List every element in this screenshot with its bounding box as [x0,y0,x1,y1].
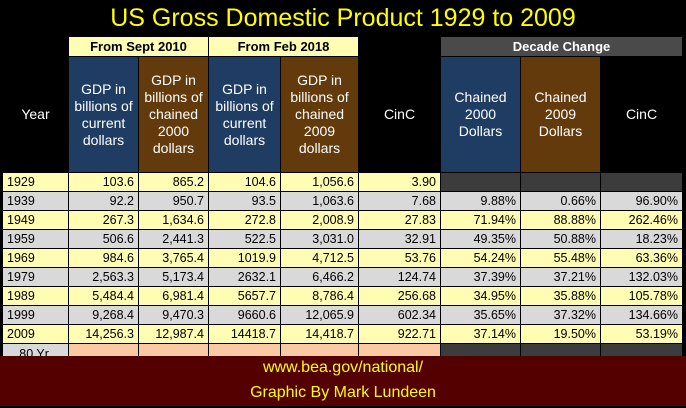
group-feb-2018: From Feb 2018 [208,36,359,57]
header-chained-2000-dollars: Chained 2000 Dollars [440,56,521,173]
header-cinc-change: CinC [600,56,683,173]
table-row: 1929 103.6 865.2 104.6 1,056.6 3.90 [2,172,683,192]
table-row: 1979 2,563.3 5,173.4 2632.1 6,466.2 124.… [2,267,683,287]
header-gdp-chained-2000: GDP in billions of chained 2000 dollars [138,56,209,173]
source-footer: www.bea.gov/national/ [0,356,686,380]
credit-footer: Graphic By Mark Lundeen [0,380,686,406]
table-row: 1939 92.2 950.7 93.5 1,063.6 7.68 9.88% … [2,191,683,211]
group-header-row: From Sept 2010 From Feb 2018 Decade Chan… [2,36,683,57]
page-title: US Gross Domestic Product 1929 to 2009 [110,4,576,32]
gdp-table: From Sept 2010 From Feb 2018 Decade Chan… [2,36,683,381]
table-row: 1989 5,484.4 6,981.4 5657.7 8,786.4 256.… [2,286,683,306]
table-row: 1949 267.3 1,634.6 272.8 2,008.9 27.83 7… [2,210,683,230]
header-cinc: CinC [358,56,441,173]
table-row: 1969 984.6 3,765.4 1019.9 4,712.5 53.76 … [2,248,683,268]
table-row: 2009 14,256.3 12,987.4 14418.7 14,418.7 … [2,324,683,344]
group-sept-2010: From Sept 2010 [68,36,209,57]
table-row: 1999 9,268.4 9,470.3 9660.6 12,065.9 602… [2,305,683,325]
header-gdp-current-2010: GDP in billions of current dollars [68,56,139,173]
column-header-row: Year GDP in billions of current dollars … [2,56,683,173]
header-year: Year [2,56,69,173]
header-chained-2009-dollars: Chained 2009 Dollars [520,56,601,173]
group-decade-change: Decade Change [440,36,683,57]
header-gdp-current-2018: GDP in billions of current dollars [208,56,281,173]
header-gdp-chained-2009: GDP in billions of chained 2009 dollars [280,56,359,173]
table-row: 1959 506.6 2,441.3 522.5 3,031.0 32.91 4… [2,229,683,249]
